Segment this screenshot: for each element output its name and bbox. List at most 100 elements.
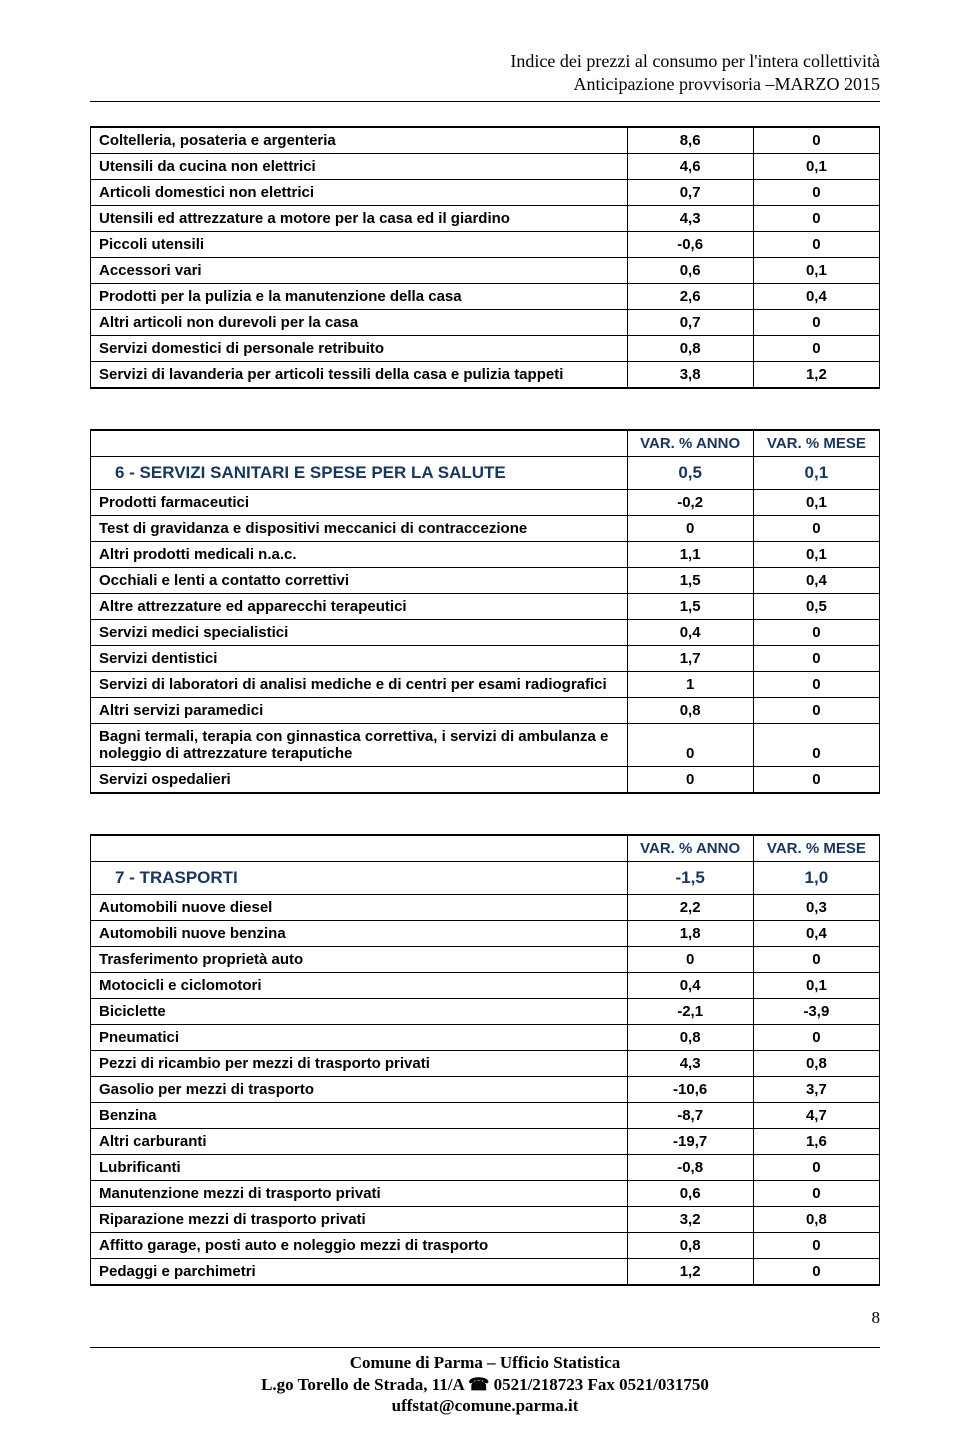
header-blank (91, 835, 628, 862)
table-row: Prodotti per la pulizia e la manutenzion… (91, 284, 880, 310)
row-value-mese: 0 (753, 672, 879, 698)
table-row: Altre attrezzature ed apparecchi terapeu… (91, 594, 880, 620)
row-label: Motocicli e ciclomotori (91, 973, 628, 999)
row-value-mese: 0 (753, 232, 879, 258)
row-label: Pezzi di ricambio per mezzi di trasporto… (91, 1051, 628, 1077)
row-value-mese: 0,4 (753, 284, 879, 310)
table-row: Servizi dentistici1,70 (91, 646, 880, 672)
table-row: Lubrificanti-0,80 (91, 1155, 880, 1181)
row-value-anno: 0,6 (627, 258, 753, 284)
table-row: Altri prodotti medicali n.a.c.1,10,1 (91, 542, 880, 568)
table-row: Altri servizi paramedici0,80 (91, 698, 880, 724)
table-row: Servizi domestici di personale retribuit… (91, 336, 880, 362)
section-title-v2: 0,1 (753, 457, 879, 490)
row-value-mese: 0 (753, 1233, 879, 1259)
row-value-mese: 0,8 (753, 1051, 879, 1077)
table-row: Servizi di lavanderia per articoli tessi… (91, 362, 880, 389)
row-label: Occhiali e lenti a contatto correttivi (91, 568, 628, 594)
section-title-v2: 1,0 (753, 862, 879, 895)
row-value-mese: 1,2 (753, 362, 879, 389)
row-value-anno: 0,7 (627, 180, 753, 206)
table-row: Prodotti farmaceutici-0,20,1 (91, 490, 880, 516)
table-row: Automobili nuove benzina1,80,4 (91, 921, 880, 947)
footer-email: uffstat@comune.parma.it (392, 1396, 579, 1415)
table-row: Bagni termali, terapia con ginnastica co… (91, 724, 880, 767)
row-value-anno: 0 (627, 767, 753, 794)
row-label: Altri articoli non durevoli per la casa (91, 310, 628, 336)
row-value-mese: 0 (753, 1025, 879, 1051)
row-value-anno: -2,1 (627, 999, 753, 1025)
phone-icon: ☎ (468, 1375, 489, 1394)
row-label: Affitto garage, posti auto e noleggio me… (91, 1233, 628, 1259)
section-title-row: 7 - TRASPORTI-1,51,0 (91, 862, 880, 895)
row-label: Articoli domestici non elettrici (91, 180, 628, 206)
footer-line-1: Comune di Parma – Ufficio Statistica (350, 1353, 621, 1372)
page-number: 8 (872, 1307, 881, 1328)
row-value-anno: 0 (627, 516, 753, 542)
row-label: Automobili nuove diesel (91, 895, 628, 921)
row-label: Servizi domestici di personale retribuit… (91, 336, 628, 362)
table-row: Biciclette-2,1-3,9 (91, 999, 880, 1025)
row-value-mese: 0 (753, 1181, 879, 1207)
row-value-anno: -10,6 (627, 1077, 753, 1103)
row-value-mese: 0 (753, 127, 879, 154)
row-label: Altri servizi paramedici (91, 698, 628, 724)
row-value-mese: 0,5 (753, 594, 879, 620)
row-value-mese: 0 (753, 336, 879, 362)
table-row: Affitto garage, posti auto e noleggio me… (91, 1233, 880, 1259)
table-row: Test di gravidanza e dispositivi meccani… (91, 516, 880, 542)
row-label: Riparazione mezzi di trasporto privati (91, 1207, 628, 1233)
header-var-anno: VAR. % ANNO (627, 430, 753, 457)
table-row: Altri articoli non durevoli per la casa0… (91, 310, 880, 336)
row-value-mese: 0 (753, 646, 879, 672)
row-value-anno: 0 (627, 724, 753, 767)
table-continuation: Coltelleria, posateria e argenteria8,60U… (90, 126, 880, 389)
table-row: Benzina-8,74,7 (91, 1103, 880, 1129)
table-row: Altri carburanti-19,71,6 (91, 1129, 880, 1155)
row-value-mese: 0 (753, 698, 879, 724)
row-value-anno: 4,3 (627, 206, 753, 232)
row-value-anno: 0,4 (627, 973, 753, 999)
header-var-mese: VAR. % MESE (753, 835, 879, 862)
row-value-mese: 3,7 (753, 1077, 879, 1103)
row-value-mese: 0 (753, 180, 879, 206)
table-row: Occhiali e lenti a contatto correttivi1,… (91, 568, 880, 594)
table-row: Coltelleria, posateria e argenteria8,60 (91, 127, 880, 154)
row-label: Benzina (91, 1103, 628, 1129)
row-label: Altre attrezzature ed apparecchi terapeu… (91, 594, 628, 620)
row-value-anno: 0,6 (627, 1181, 753, 1207)
row-value-mese: 0 (753, 1259, 879, 1286)
table-row: Pneumatici0,80 (91, 1025, 880, 1051)
row-value-anno: 1,5 (627, 568, 753, 594)
header-var-mese: VAR. % MESE (753, 430, 879, 457)
row-value-mese: 0 (753, 1155, 879, 1181)
row-value-anno: 3,8 (627, 362, 753, 389)
row-value-mese: 1,6 (753, 1129, 879, 1155)
row-label: Pneumatici (91, 1025, 628, 1051)
row-value-anno: 0,8 (627, 1025, 753, 1051)
row-value-anno: 4,3 (627, 1051, 753, 1077)
row-value-mese: 0,4 (753, 568, 879, 594)
row-label: Bagni termali, terapia con ginnastica co… (91, 724, 628, 767)
table-row: Accessori vari0,60,1 (91, 258, 880, 284)
header-line-1: Indice dei prezzi al consumo per l'inter… (90, 50, 880, 73)
row-value-mese: 0 (753, 767, 879, 794)
row-value-mese: 0 (753, 516, 879, 542)
table-row: Motocicli e ciclomotori0,40,1 (91, 973, 880, 999)
section-title-row: 6 - SERVIZI SANITARI E SPESE PER LA SALU… (91, 457, 880, 490)
row-label: Test di gravidanza e dispositivi meccani… (91, 516, 628, 542)
row-label: Accessori vari (91, 258, 628, 284)
table-section-7: VAR. % ANNO VAR. % MESE 7 - TRASPORTI-1,… (90, 834, 880, 1286)
page-header: Indice dei prezzi al consumo per l'inter… (90, 50, 880, 95)
section-title-v1: -1,5 (627, 862, 753, 895)
row-value-mese: 0 (753, 947, 879, 973)
row-value-mese: 0 (753, 206, 879, 232)
row-value-anno: 0 (627, 947, 753, 973)
table-row: Riparazione mezzi di trasporto privati3,… (91, 1207, 880, 1233)
row-label: Gasolio per mezzi di trasporto (91, 1077, 628, 1103)
table-row: Servizi di laboratori di analisi mediche… (91, 672, 880, 698)
row-value-anno: 1 (627, 672, 753, 698)
row-value-mese: 0,1 (753, 258, 879, 284)
table-row: Utensili da cucina non elettrici4,60,1 (91, 154, 880, 180)
row-value-anno: -0,2 (627, 490, 753, 516)
